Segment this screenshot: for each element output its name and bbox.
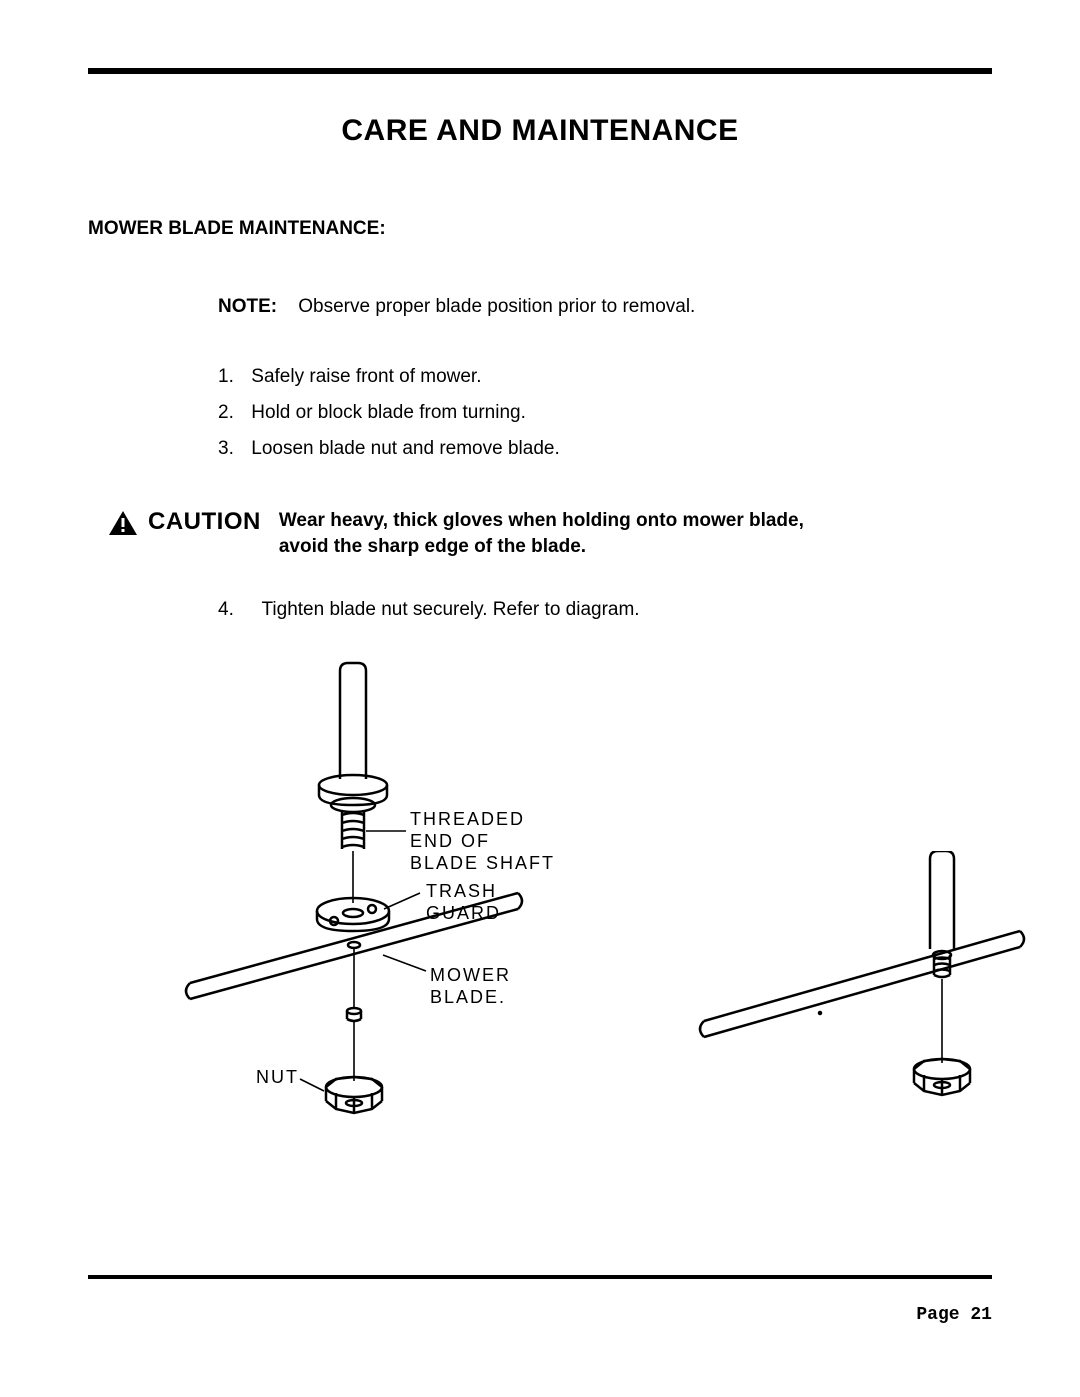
step-num: 1. <box>218 366 246 388</box>
diagram-right <box>692 851 1032 1141</box>
step-text: Tighten blade nut securely. Refer to dia… <box>262 599 640 620</box>
note-text: Observe proper blade position prior to r… <box>298 296 695 317</box>
label-mower-2: BLADE. <box>430 987 506 1007</box>
step-4: 4. Tighten blade nut securely. Refer to … <box>218 599 992 621</box>
label-nut: NUT <box>256 1067 299 1087</box>
note-row: NOTE: Observe proper blade position prio… <box>218 296 992 318</box>
diagram-wrap: THREADED END OF BLADE SHAFT TRASH GUARD … <box>88 661 992 1141</box>
label-threaded-1: THREADED <box>410 809 525 829</box>
step-3: 3. Loosen blade nut and remove blade. <box>218 438 992 460</box>
step-2: 2. Hold or block blade from turning. <box>218 402 992 424</box>
page: CARE AND MAINTENANCE MOWER BLADE MAINTEN… <box>88 48 992 1337</box>
section-heading: MOWER BLADE MAINTENANCE: <box>88 218 992 240</box>
note-label: NOTE: <box>218 296 277 317</box>
diagram-left: THREADED END OF BLADE SHAFT TRASH GUARD … <box>168 661 588 1141</box>
label-mower-1: MOWER <box>430 965 511 985</box>
step-text: Safely raise front of mower. <box>251 366 481 387</box>
caution-text: Wear heavy, thick gloves when holding on… <box>279 508 839 559</box>
bottom-rule <box>88 1275 992 1279</box>
step-num: 4. <box>218 599 246 621</box>
step-text: Hold or block blade from turning. <box>251 402 526 423</box>
steps-list: 1. Safely raise front of mower. 2. Hold … <box>218 366 992 460</box>
caution-triangle-icon <box>108 510 138 536</box>
step-num: 2. <box>218 402 246 424</box>
step-num: 3. <box>218 438 246 460</box>
step-1: 1. Safely raise front of mower. <box>218 366 992 388</box>
label-trash-1: TRASH <box>426 881 497 901</box>
page-number: Page 21 <box>916 1305 992 1325</box>
caution-row: CAUTION Wear heavy, thick gloves when ho… <box>108 508 992 559</box>
label-threaded-3: BLADE SHAFT <box>410 853 555 873</box>
top-rule <box>88 68 992 74</box>
label-threaded-2: END OF <box>410 831 490 851</box>
page-title: CARE AND MAINTENANCE <box>88 114 992 148</box>
caution-label: CAUTION <box>148 508 261 536</box>
step-text: Loosen blade nut and remove blade. <box>251 438 559 459</box>
label-trash-2: GUARD <box>426 903 501 923</box>
